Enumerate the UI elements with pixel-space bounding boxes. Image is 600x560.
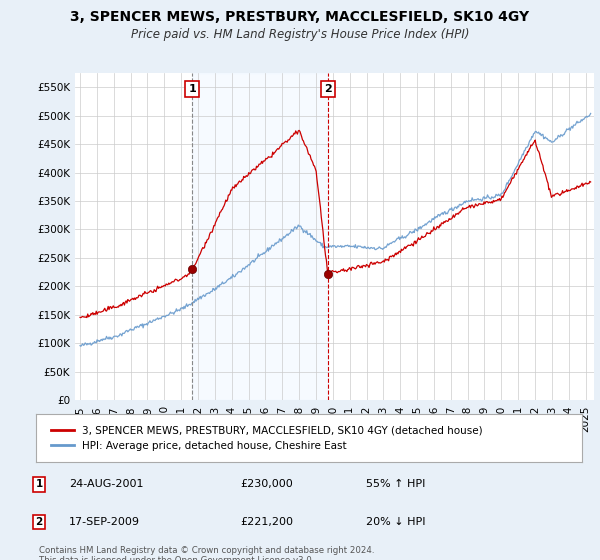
Text: 3, SPENCER MEWS, PRESTBURY, MACCLESFIELD, SK10 4GY: 3, SPENCER MEWS, PRESTBURY, MACCLESFIELD…	[70, 10, 530, 24]
Text: 55% ↑ HPI: 55% ↑ HPI	[366, 479, 425, 489]
Legend: 3, SPENCER MEWS, PRESTBURY, MACCLESFIELD, SK10 4GY (detached house), HPI: Averag: 3, SPENCER MEWS, PRESTBURY, MACCLESFIELD…	[47, 422, 487, 455]
Text: 2: 2	[324, 84, 332, 94]
Text: £221,200: £221,200	[240, 517, 293, 527]
Text: £230,000: £230,000	[240, 479, 293, 489]
Text: 24-AUG-2001: 24-AUG-2001	[69, 479, 143, 489]
Text: Price paid vs. HM Land Registry's House Price Index (HPI): Price paid vs. HM Land Registry's House …	[131, 28, 469, 41]
Text: 2: 2	[35, 517, 43, 527]
Bar	[192, 73, 328, 400]
Text: 1: 1	[35, 479, 43, 489]
Text: 17-SEP-2009: 17-SEP-2009	[69, 517, 140, 527]
Text: Contains HM Land Registry data © Crown copyright and database right 2024.
This d: Contains HM Land Registry data © Crown c…	[39, 546, 374, 560]
Text: 1: 1	[188, 84, 196, 94]
Text: 20% ↓ HPI: 20% ↓ HPI	[366, 517, 425, 527]
